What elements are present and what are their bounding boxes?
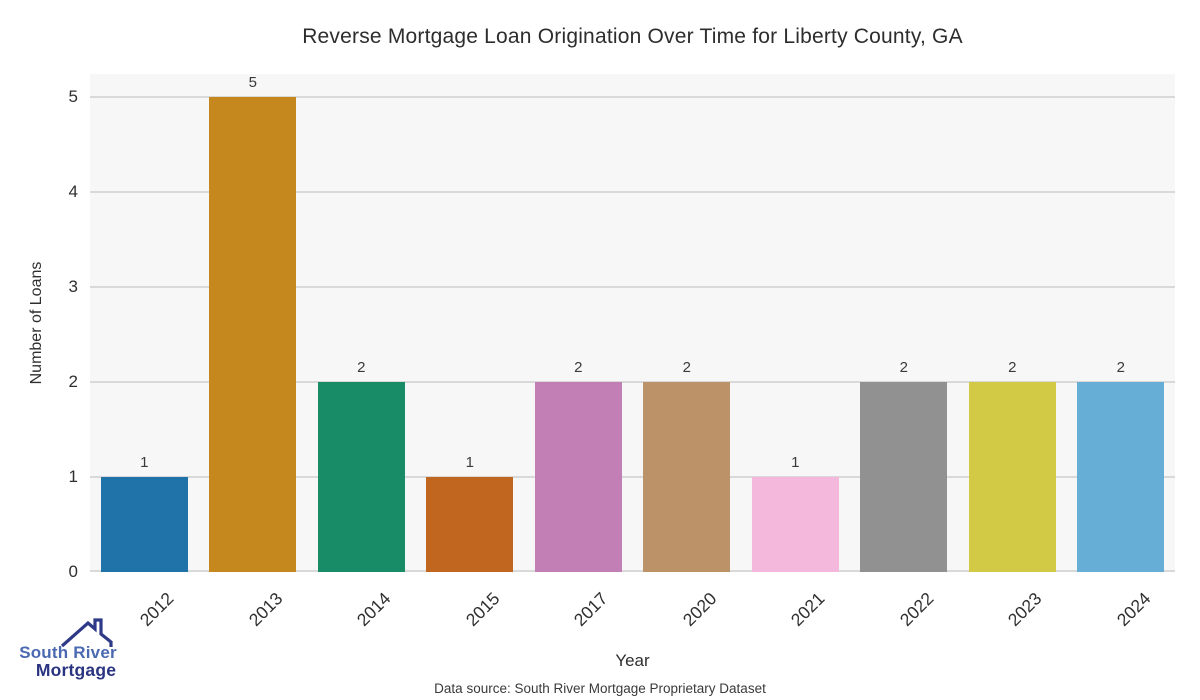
y-tick-2: 2: [68, 372, 78, 391]
x-tick-2023: 2023: [1004, 588, 1046, 630]
plot-area: 1 5 2 1 2 2 1 2 2 2: [90, 74, 1175, 572]
bar-value-label-2013: 5: [248, 74, 257, 91]
bar-2022: [860, 382, 948, 572]
bar-value-label-2014: 2: [357, 359, 366, 376]
bar-2013: [209, 97, 297, 572]
x-tick-2012: 2012: [136, 588, 178, 630]
gridline-y-1: [90, 476, 1175, 478]
bar-2017: [534, 382, 622, 572]
south-river-mortgage-logo: South River Mortgage: [10, 612, 130, 692]
bar-value-label-2017: 2: [574, 359, 583, 376]
y-tick-5: 5: [68, 87, 78, 106]
y-tick-4: 4: [68, 182, 78, 201]
gridline-y-3: [90, 286, 1175, 288]
x-tick-2015: 2015: [461, 588, 504, 630]
chart-title: Reverse Mortgage Loan Origination Over T…: [302, 25, 963, 48]
y-tick-1: 1: [68, 467, 78, 486]
bar-value-label-2024: 2: [1116, 359, 1125, 376]
bar-2012: [100, 477, 188, 572]
bar-value-label-2021: 1: [791, 454, 800, 471]
gridline-y-5: [90, 96, 1175, 98]
bar-2021: [751, 477, 839, 572]
house-roof-icon: [60, 618, 113, 648]
bar-2024: [1077, 382, 1165, 572]
bar-value-label-2023: 2: [1008, 359, 1017, 376]
x-tick-2021: 2021: [787, 588, 829, 630]
logo-text-south-river: South River: [19, 643, 117, 662]
logo-text-mortgage: Mortgage: [35, 660, 117, 680]
x-axis-label: Year: [615, 651, 650, 670]
gridline-y-0: [90, 570, 1175, 572]
bar-2015: [426, 477, 514, 572]
gridline-y-4: [90, 191, 1175, 193]
x-tick-2013: 2013: [244, 588, 287, 630]
x-tick-2017: 2017: [570, 588, 612, 630]
y-tick-3: 3: [68, 277, 78, 296]
data-source-note: Data source: South River Mortgage Propri…: [434, 681, 766, 696]
bar-value-label-2020: 2: [682, 359, 691, 376]
x-tick-2020: 2020: [678, 588, 721, 630]
bar-2014: [317, 382, 405, 572]
bar-value-label-2022: 2: [899, 359, 908, 376]
gridline-y-2: [90, 381, 1175, 383]
bar-2020: [643, 382, 731, 572]
bar-2023: [968, 382, 1056, 572]
y-tick-0: 0: [68, 562, 78, 581]
x-tick-2014: 2014: [353, 588, 395, 630]
bar-value-label-2012: 1: [140, 454, 149, 471]
bar-value-label-2015: 1: [465, 454, 474, 471]
x-tick-2024: 2024: [1112, 588, 1155, 630]
x-tick-2022: 2022: [895, 588, 938, 630]
